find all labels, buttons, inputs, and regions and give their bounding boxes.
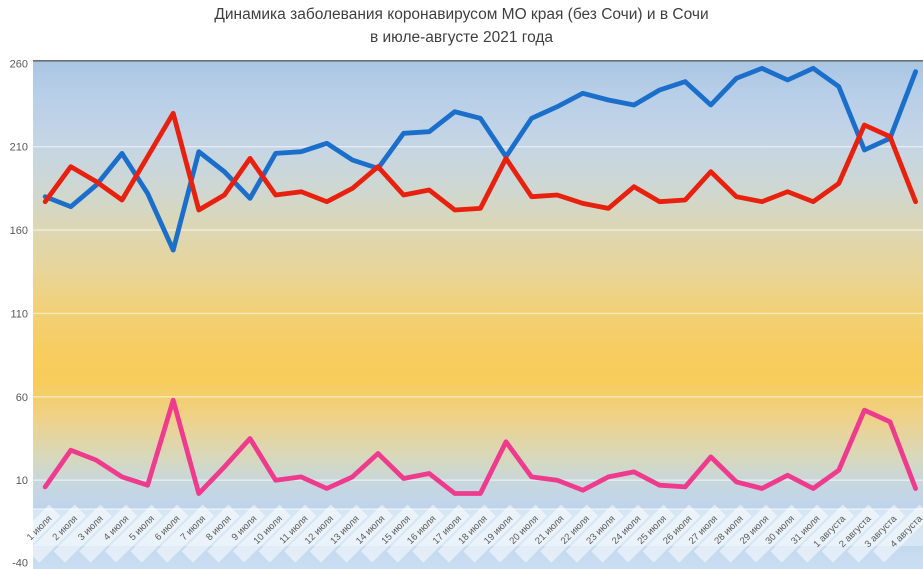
x-tick-cell [207, 504, 266, 563]
x-tick-cell [770, 504, 829, 563]
x-tick-cell [616, 504, 675, 563]
x-tick-cell [181, 504, 240, 563]
y-tick-label--40: -40 [12, 558, 28, 569]
y-tick-label-210: 210 [10, 142, 28, 154]
x-tick-cell [412, 504, 471, 563]
x-tick-cell [463, 504, 522, 563]
x-tick-cell [79, 504, 138, 563]
x-tick-cell [258, 504, 317, 563]
x-tick-cell [796, 504, 855, 563]
x-tick-cell [335, 504, 394, 563]
chart-title-line2: в июле-августе 2021 года [369, 29, 554, 46]
y-tick-label-260: 260 [10, 58, 28, 70]
x-tick-cell [437, 504, 496, 563]
x-tick-cell [309, 504, 368, 563]
x-tick-cell [744, 504, 803, 563]
x-tick-cell [847, 504, 906, 563]
x-tick-cell [2, 504, 61, 563]
y-tick-label-60: 60 [16, 392, 28, 404]
x-tick-cell [565, 504, 624, 563]
x-tick-cell [284, 504, 343, 563]
series-pink-line [42, 397, 918, 496]
x-tick-cell [642, 504, 701, 563]
x-tick-cell [386, 504, 445, 563]
x-tick-cell [28, 504, 87, 563]
x-tick-cell [668, 504, 727, 563]
y-tick-label-160: 160 [10, 225, 28, 237]
x-tick-cell [821, 504, 880, 563]
y-tick-label-110: 110 [10, 308, 28, 320]
x-tick-cell [719, 504, 778, 563]
y-tick-label-10: 10 [16, 475, 28, 487]
chart-title-line1: Динамика заболевания коронавирусом МО кр… [214, 6, 709, 23]
x-tick-cell [591, 504, 650, 563]
x-tick-cell [53, 504, 112, 563]
x-tick-cell [514, 504, 573, 563]
x-tick-cell [130, 504, 189, 563]
x-tick-cell [360, 504, 419, 563]
chart-title: Динамика заболевания коронавирусом МО кр… [10, 3, 913, 49]
series-red-line [42, 110, 918, 213]
x-tick-cell [104, 504, 163, 563]
x-tick-cell [488, 504, 547, 563]
x-tick-cell [156, 504, 215, 563]
x-tick-cell [540, 504, 599, 563]
x-tick-cell [232, 504, 291, 563]
x-tick-cell [872, 504, 923, 563]
x-tick-cell [693, 504, 752, 563]
